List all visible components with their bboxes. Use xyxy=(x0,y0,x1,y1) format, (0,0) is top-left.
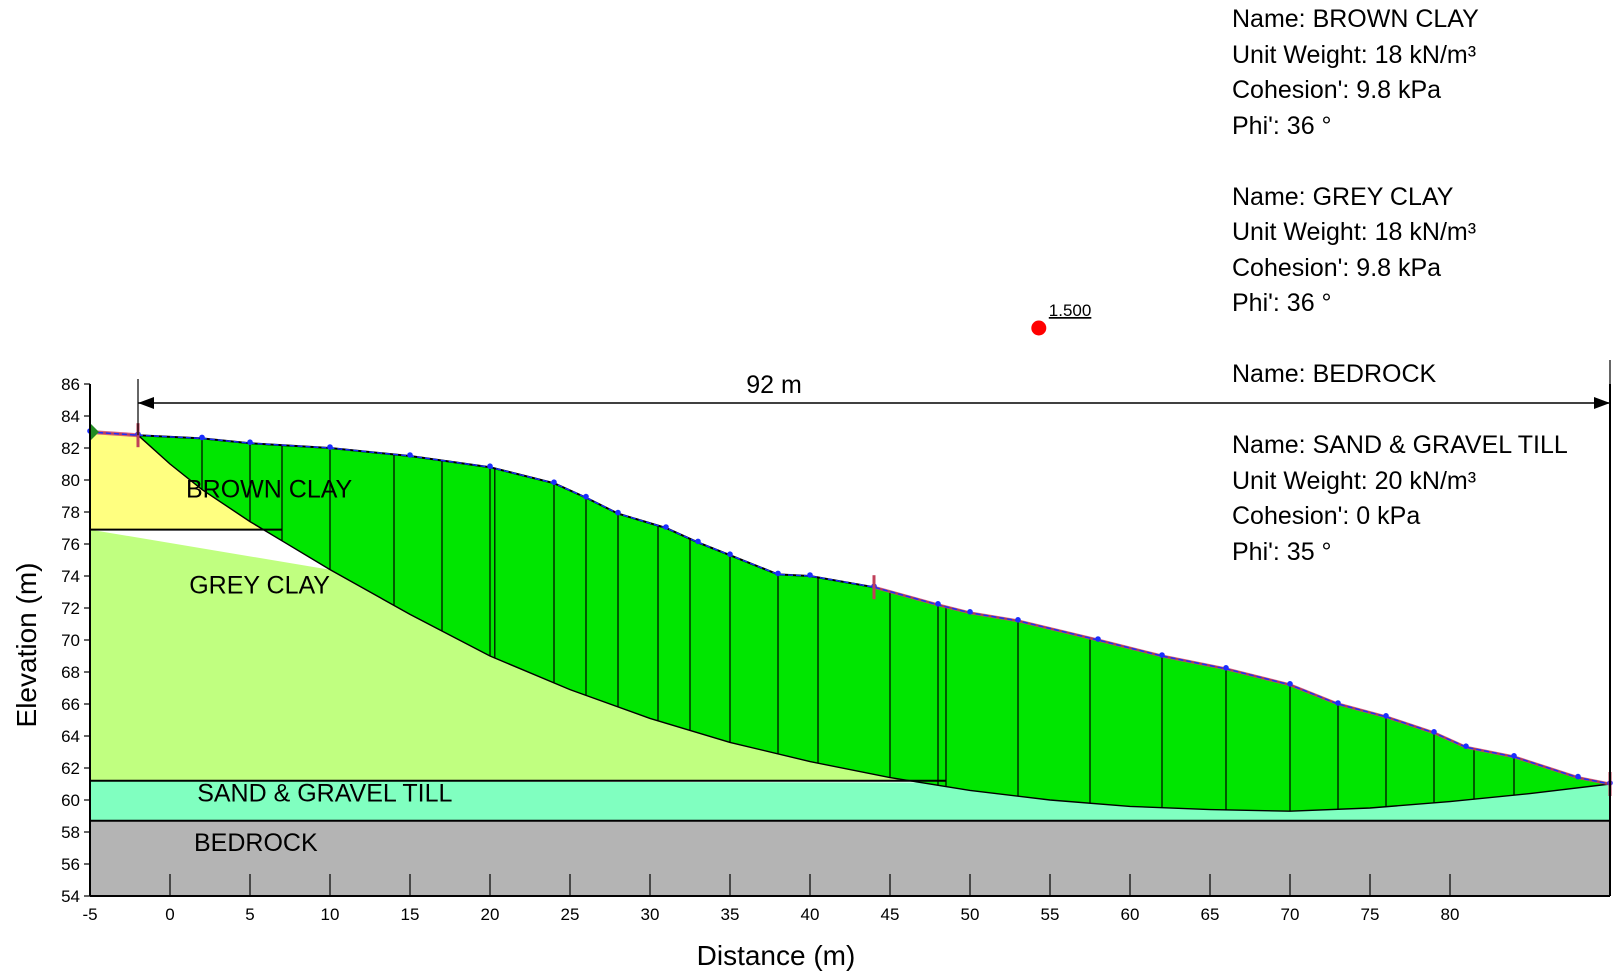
water-table-line xyxy=(89,431,1611,785)
surface-vertex xyxy=(1159,652,1165,658)
bedrock-region xyxy=(90,820,1610,896)
surface-vertex xyxy=(1383,713,1389,719)
y-tick-label: 76 xyxy=(61,535,80,554)
friction-angle: Phi': 36 ° xyxy=(1232,289,1332,317)
y-tick-label: 84 xyxy=(61,407,80,426)
y-tick-label: 74 xyxy=(61,567,80,586)
surface-vertex xyxy=(583,493,589,500)
surface-vertex xyxy=(615,509,621,516)
y-tick-label: 80 xyxy=(61,471,80,490)
surface-vertex xyxy=(1015,617,1021,623)
surface-vertex xyxy=(775,570,781,577)
x-tick-label: 60 xyxy=(1121,905,1140,924)
dimension-arrow-right xyxy=(1594,397,1610,409)
y-tick-label: 62 xyxy=(61,759,80,778)
x-tick-label: 10 xyxy=(321,905,340,924)
y-tick-label: 82 xyxy=(61,439,80,458)
x-tick-label: 55 xyxy=(1041,905,1060,924)
surface-vertex xyxy=(663,524,669,530)
layer-label: GREY CLAY xyxy=(189,572,330,600)
layer-label: BEDROCK xyxy=(194,829,318,857)
surface-vertex xyxy=(199,434,205,441)
surface-vertex xyxy=(1095,636,1101,642)
surface-vertex xyxy=(1463,743,1469,749)
x-tick-label: 70 xyxy=(1281,905,1300,924)
surface-vertex xyxy=(1575,773,1581,780)
surface-vertex xyxy=(727,551,733,557)
friction-angle: Phi': 35 ° xyxy=(1232,537,1332,566)
cohesion: Cohesion': 9.8 kPa xyxy=(1232,76,1442,104)
x-tick-label: 5 xyxy=(245,905,254,924)
y-tick-label: 86 xyxy=(61,375,80,394)
surface-vertex xyxy=(1431,729,1437,735)
dimension-arrow-left xyxy=(138,397,154,409)
y-tick-label: 70 xyxy=(61,631,80,650)
dimension-label: 92 m xyxy=(746,371,802,399)
material-name: Name: SAND & GRAVEL TILL xyxy=(1232,431,1568,459)
x-tick-label: 75 xyxy=(1361,905,1380,924)
surface-vertex xyxy=(695,538,701,545)
y-tick-label: 58 xyxy=(61,823,80,842)
y-axis-title: Elevation (m) xyxy=(11,563,42,728)
x-tick-label: 40 xyxy=(801,905,820,924)
material-bedrock: Name: BEDROCK xyxy=(1232,357,1568,393)
surface-vertex xyxy=(1287,681,1293,687)
friction-angle: Phi': 36 ° xyxy=(1232,111,1332,140)
sliding-mass xyxy=(138,435,1610,812)
x-tick-label: 65 xyxy=(1201,905,1220,924)
x-tick-label: 50 xyxy=(961,905,980,924)
y-tick-label: 64 xyxy=(61,727,80,746)
surface-vertex xyxy=(807,572,813,578)
material-name: Name: GREY CLAY xyxy=(1232,182,1454,211)
x-tick-label: 45 xyxy=(881,905,900,924)
y-tick-label: 68 xyxy=(61,663,80,682)
layer-label: SAND & GRAVEL TILL xyxy=(197,780,452,808)
x-tick-label: 80 xyxy=(1441,905,1460,924)
surface-vertex xyxy=(935,601,941,607)
x-tick-label: 35 xyxy=(721,905,740,924)
y-tick-label: 54 xyxy=(61,887,80,906)
factor-of-safety-label: 1.500 xyxy=(1049,301,1092,320)
y-tick-label: 72 xyxy=(61,599,80,618)
x-tick-label: 30 xyxy=(641,905,660,924)
material-name: Name: BEDROCK xyxy=(1232,360,1437,388)
material-sand-gravel-till: Name: SAND & GRAVEL TILL Unit Weight: 20… xyxy=(1232,428,1568,570)
slip-surface xyxy=(137,434,1611,812)
surface-vertex xyxy=(487,463,493,470)
slip-center-point xyxy=(1031,320,1047,336)
x-tick-label: 15 xyxy=(401,905,420,924)
y-tick-label: 78 xyxy=(61,503,80,522)
surface-vertex xyxy=(1223,665,1229,671)
x-axis-title: Distance (m) xyxy=(697,940,856,971)
surface-vertex xyxy=(551,479,557,486)
material-brown-clay: Name: BROWN CLAY Unit Weight: 18 kN/m³ C… xyxy=(1232,2,1568,144)
unit-weight: Unit Weight: 18 kN/m³ xyxy=(1232,218,1477,246)
y-tick-label: 66 xyxy=(61,695,80,714)
x-tick-label: 25 xyxy=(561,905,580,924)
x-tick-label: 20 xyxy=(481,905,500,924)
surface-vertex xyxy=(1511,753,1517,759)
material-name: Name: BROWN CLAY xyxy=(1232,5,1479,33)
material-grey-clay: Name: GREY CLAY Unit Weight: 18 kN/m³ Co… xyxy=(1232,180,1568,322)
x-tick-label: 0 xyxy=(165,905,174,924)
x-tick-label: -5 xyxy=(82,905,97,924)
surface-vertex xyxy=(407,452,413,458)
material-properties-panel: Name: BROWN CLAY Unit Weight: 18 kN/m³ C… xyxy=(1232,2,1568,570)
surface-vertex xyxy=(327,444,333,450)
y-tick-label: 60 xyxy=(61,791,80,810)
surface-vertex xyxy=(967,609,973,615)
surface-vertex xyxy=(1335,700,1341,706)
surface-vertex xyxy=(247,439,253,446)
unit-weight: Unit Weight: 20 kN/m³ xyxy=(1232,466,1477,495)
unit-weight: Unit Weight: 18 kN/m³ xyxy=(1232,40,1477,69)
y-tick-label: 56 xyxy=(61,855,80,874)
cohesion: Cohesion': 9.8 kPa xyxy=(1232,253,1442,282)
layer-label: BROWN CLAY xyxy=(186,476,353,504)
left-boundary-marker xyxy=(90,423,99,441)
cohesion: Cohesion': 0 kPa xyxy=(1232,502,1421,530)
